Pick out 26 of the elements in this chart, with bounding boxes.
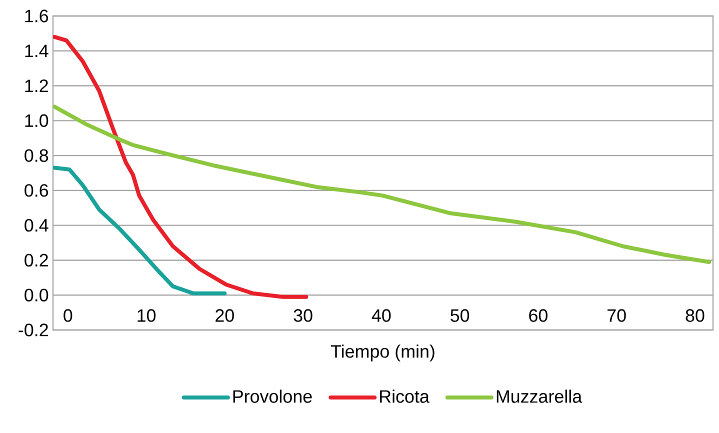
y-tick-label: 1.2 [25, 80, 48, 92]
y-tick-label: 0.4 [24, 218, 48, 232]
x-tick-label: 50 [450, 309, 470, 322]
x-tick-label: 0 [64, 309, 72, 322]
y-tick-label: 1.0 [25, 114, 48, 128]
x-tick-label: 10 [138, 309, 156, 322]
x-tick-label: 30 [294, 309, 312, 322]
y-tick-label: 0.6 [24, 184, 48, 197]
x-axis-title: Tiempo (min) [330, 344, 434, 362]
y-tick-label: 0.8 [24, 149, 48, 162]
line-series [53, 166, 227, 296]
x-tick-label: 40 [372, 309, 391, 322]
y-tick-label: 0.0 [24, 288, 48, 302]
legend-label: Ricota [380, 390, 430, 403]
y-tick-label: 1.6 [25, 10, 48, 22]
legend-label: Provolone [233, 390, 312, 403]
y-tick-label: 1.4 [25, 44, 48, 58]
line-series [53, 104, 712, 264]
x-tick-label: 70 [608, 309, 626, 322]
y-tick-label: -0.2 [18, 324, 48, 336]
y-tick-label: 0.2 [24, 254, 48, 267]
x-tick-label: 80 [686, 309, 704, 322]
legend-label: Muzzarella [496, 390, 582, 403]
x-tick-label: 20 [216, 309, 234, 322]
line-series [53, 34, 308, 299]
x-tick-label: 60 [529, 309, 548, 322]
